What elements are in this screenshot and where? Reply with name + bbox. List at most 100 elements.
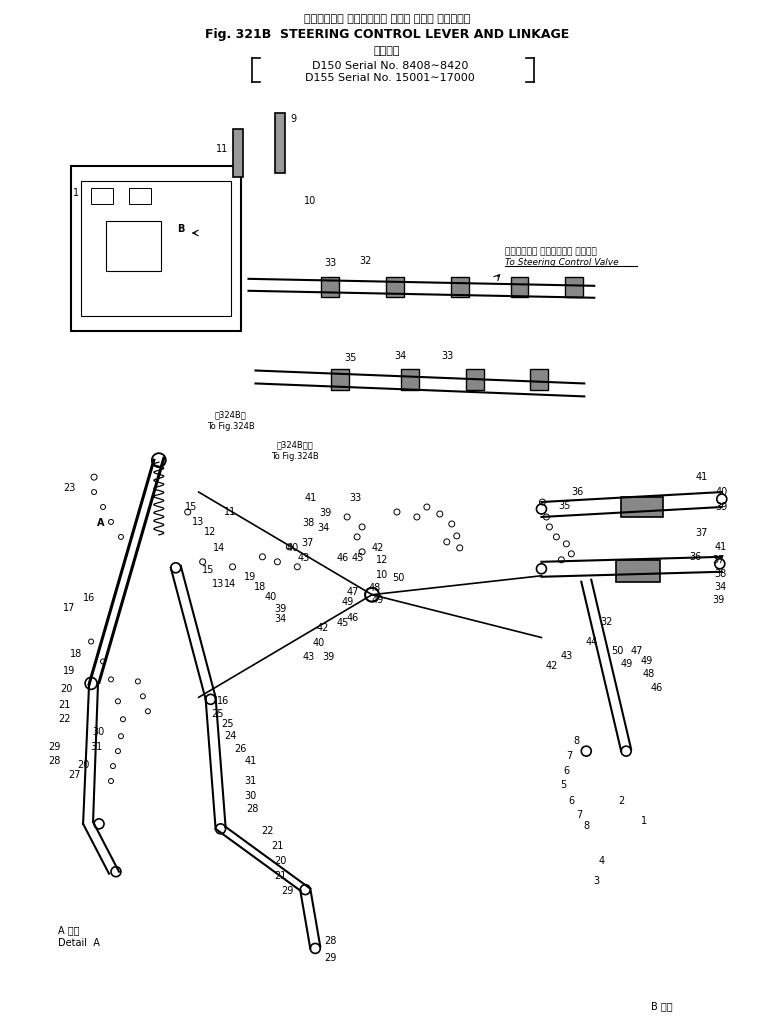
Text: To Steering Control Valve: To Steering Control Valve <box>505 258 618 267</box>
Text: 10: 10 <box>376 570 388 580</box>
Text: 48: 48 <box>643 669 655 680</box>
Text: ステアリング コントロール レバー および リンケージ: ステアリング コントロール レバー および リンケージ <box>304 14 470 23</box>
Text: 45: 45 <box>337 618 349 628</box>
Text: Detail  A: Detail A <box>58 938 100 949</box>
Text: 3: 3 <box>593 875 599 886</box>
Text: 第324B図: 第324B図 <box>214 411 246 420</box>
Text: 37: 37 <box>301 538 313 548</box>
Text: B 詳細: B 詳細 <box>651 1002 673 1011</box>
Text: A 詳細: A 詳細 <box>58 925 80 935</box>
Text: 7: 7 <box>576 810 582 820</box>
Text: 40: 40 <box>716 487 728 497</box>
Text: 25: 25 <box>221 719 234 730</box>
Text: 6: 6 <box>568 796 574 806</box>
Bar <box>129 189 151 204</box>
Text: ステアリング コントロール バルブへ: ステアリング コントロール バルブへ <box>505 247 596 256</box>
Text: 31: 31 <box>90 742 102 752</box>
Bar <box>91 189 113 204</box>
Text: 42: 42 <box>545 661 557 672</box>
Text: 50: 50 <box>392 573 404 583</box>
Text: 13: 13 <box>211 579 224 589</box>
Text: 34: 34 <box>274 613 286 624</box>
Text: 41: 41 <box>714 542 727 552</box>
Text: 33: 33 <box>349 493 361 503</box>
Text: 13: 13 <box>191 517 204 527</box>
Bar <box>450 277 469 297</box>
Text: 40: 40 <box>264 592 276 601</box>
Bar <box>511 277 529 297</box>
Text: 20: 20 <box>60 685 72 694</box>
Text: 20: 20 <box>77 760 89 770</box>
Text: 28: 28 <box>246 804 259 814</box>
Text: 8: 8 <box>574 736 580 746</box>
Text: 47: 47 <box>631 646 643 656</box>
Text: 37: 37 <box>696 528 708 538</box>
Bar <box>321 277 339 297</box>
Text: 36: 36 <box>571 487 584 497</box>
Text: Fig. 321B  STEERING CONTROL LEVER AND LINKAGE: Fig. 321B STEERING CONTROL LEVER AND LIN… <box>205 28 569 41</box>
Text: 41: 41 <box>696 472 708 482</box>
Text: 19: 19 <box>63 666 75 677</box>
Text: 29: 29 <box>324 954 337 963</box>
Text: 43: 43 <box>560 651 573 661</box>
Text: 42: 42 <box>317 623 330 633</box>
Text: 37: 37 <box>713 554 725 565</box>
Text: 49: 49 <box>641 656 653 666</box>
Text: 4: 4 <box>598 856 604 866</box>
Text: 18: 18 <box>70 649 82 659</box>
Text: 45: 45 <box>352 553 365 562</box>
Bar <box>530 369 549 390</box>
Text: 34: 34 <box>714 582 727 592</box>
Bar <box>466 369 484 390</box>
Text: 21: 21 <box>274 870 286 880</box>
Bar <box>106 221 161 271</box>
Text: 38: 38 <box>714 569 727 579</box>
Text: 33: 33 <box>324 258 337 268</box>
Text: To Fig.324B: To Fig.324B <box>272 451 319 461</box>
Text: 24: 24 <box>224 732 237 741</box>
Text: 31: 31 <box>245 776 257 786</box>
Text: 35: 35 <box>344 353 356 363</box>
Text: 27: 27 <box>68 770 80 780</box>
Text: 36: 36 <box>690 552 702 561</box>
Text: 28: 28 <box>48 756 60 766</box>
Bar <box>276 113 286 173</box>
Text: D150 Serial No. 8408∼8420: D150 Serial No. 8408∼8420 <box>312 60 468 70</box>
Text: 49: 49 <box>372 595 384 604</box>
Text: 48: 48 <box>369 583 381 593</box>
Text: 34: 34 <box>317 523 330 533</box>
Text: 39: 39 <box>274 603 286 613</box>
Bar <box>386 277 404 297</box>
Text: 49: 49 <box>621 659 633 669</box>
Text: 12: 12 <box>204 527 217 537</box>
Text: 10: 10 <box>304 196 317 206</box>
Text: 28: 28 <box>324 936 337 947</box>
Text: 32: 32 <box>600 616 612 627</box>
Text: 8: 8 <box>584 821 589 830</box>
Text: 11: 11 <box>224 507 237 517</box>
Text: 39: 39 <box>716 502 728 512</box>
Text: 44: 44 <box>585 637 598 646</box>
Text: 6: 6 <box>563 766 570 776</box>
Text: D155 Serial No. 15001∼17000: D155 Serial No. 15001∼17000 <box>305 72 475 83</box>
Text: 第324B図へ: 第324B図へ <box>277 441 313 449</box>
Text: 41: 41 <box>245 756 257 766</box>
Text: 21: 21 <box>271 841 283 851</box>
Text: 17: 17 <box>63 602 75 612</box>
Text: To Fig.324B: To Fig.324B <box>207 422 255 431</box>
Bar <box>401 369 419 390</box>
Text: 23: 23 <box>63 483 75 493</box>
Text: 47: 47 <box>347 587 359 597</box>
Text: 15: 15 <box>184 502 197 512</box>
Text: 33: 33 <box>442 351 454 361</box>
Text: 29: 29 <box>281 886 293 896</box>
Text: 11: 11 <box>216 145 228 154</box>
Text: 34: 34 <box>394 351 406 361</box>
Text: 40: 40 <box>312 638 324 647</box>
Text: 42: 42 <box>372 543 384 553</box>
Text: 32: 32 <box>359 256 372 266</box>
Text: 12: 12 <box>376 554 389 565</box>
Text: B: B <box>177 224 184 234</box>
Text: 35: 35 <box>558 501 570 511</box>
Text: 39: 39 <box>713 595 725 604</box>
